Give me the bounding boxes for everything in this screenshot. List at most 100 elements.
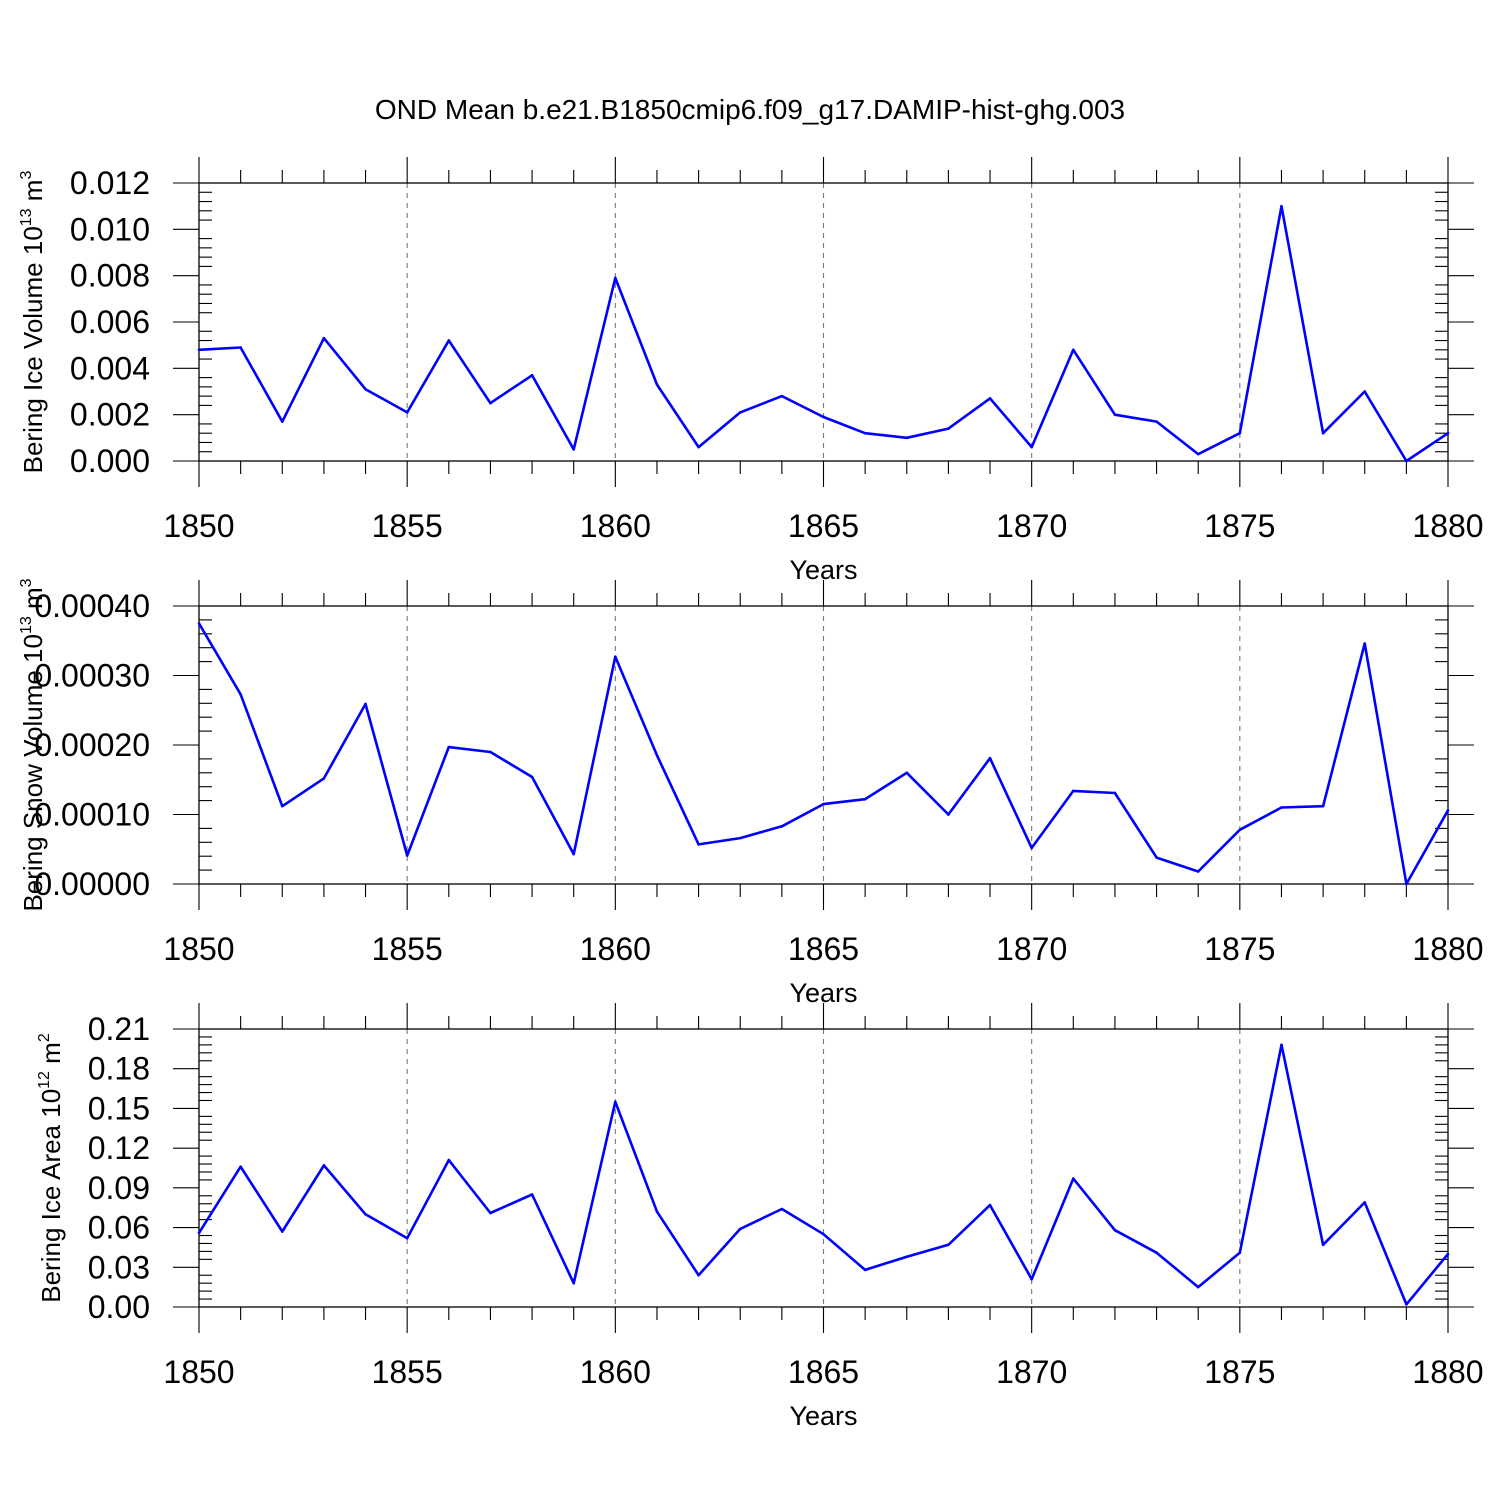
plot-frame (198, 182, 1449, 462)
x-tick-label: 1850 (163, 508, 234, 544)
data-point (239, 692, 242, 696)
data-point (655, 754, 659, 757)
data-point (697, 843, 700, 846)
data-point (239, 346, 242, 349)
data-point (530, 1193, 534, 1196)
y-tick-label: 0.006 (70, 304, 150, 340)
data-point (863, 1268, 867, 1272)
x-tick-label: 1850 (163, 1354, 234, 1390)
data-point (655, 383, 659, 386)
data-point (905, 771, 909, 775)
data-point (530, 775, 534, 779)
y-tick-label: 0.00020 (34, 727, 150, 763)
panels: 0.000 0.002 0.004 0.006 0.008 0.010 0.012 1850 1… (18, 157, 1484, 1431)
data-point (447, 745, 451, 749)
y-tick-label: 0.18 (88, 1051, 150, 1087)
data-point (1405, 882, 1408, 886)
data-point (572, 448, 575, 451)
data-point (405, 411, 409, 414)
y-tick-label: 0.09 (88, 1170, 150, 1206)
data-point (1446, 1252, 1450, 1256)
data-point (322, 777, 326, 780)
panel-2: 0.00000 0.00010 0.00020 0.00030 0.00040 1850 1… (18, 578, 1484, 1008)
data-point (947, 813, 950, 816)
data-point (530, 373, 534, 377)
data-point (1113, 1228, 1117, 1232)
y-tick-label: 0.002 (70, 397, 150, 433)
data-point (738, 1227, 742, 1231)
data-point (1030, 846, 1033, 850)
data-point (1363, 1201, 1367, 1204)
data-point (364, 387, 367, 391)
data-point (614, 1100, 617, 1104)
y-tick-label: 0.21 (88, 1011, 150, 1047)
data-point (1238, 431, 1242, 435)
plot-frame (198, 605, 1449, 885)
y-tick-label: 0.00 (88, 1289, 150, 1325)
x-tick-label: 1880 (1412, 1354, 1483, 1390)
data-point (1196, 870, 1200, 873)
data-point (447, 339, 451, 342)
data-point (738, 836, 742, 840)
data-point (197, 1231, 201, 1235)
data-point (572, 1281, 575, 1285)
x-tick-label: 1875 (1204, 1354, 1275, 1390)
data-point (1405, 1303, 1408, 1306)
data-point (364, 702, 367, 706)
data-point (1363, 390, 1367, 393)
y-tick-label: 0.00030 (34, 658, 150, 694)
series-line (197, 622, 1450, 886)
data-point (863, 431, 867, 435)
data-point (197, 348, 201, 352)
data-point (697, 445, 700, 449)
data-point (780, 825, 784, 828)
data-point (1446, 809, 1450, 812)
x-tick-label: 1860 (580, 931, 651, 967)
x-tick-label: 1880 (1412, 508, 1483, 544)
x-tick-label: 1875 (1204, 508, 1275, 544)
data-point (863, 797, 867, 801)
data-point (1280, 1043, 1283, 1047)
y-tick-label: 0.03 (88, 1249, 150, 1285)
data-point (822, 415, 825, 419)
data-point (1072, 1177, 1075, 1180)
data-point (1321, 804, 1325, 808)
data-point (614, 655, 617, 659)
data-point (1030, 445, 1033, 449)
plot-frame (198, 1028, 1449, 1308)
data-point (239, 1165, 242, 1168)
x-tick-label: 1850 (163, 931, 234, 967)
data-point (1280, 806, 1283, 809)
data-point (322, 1164, 326, 1167)
x-tick-label: 1875 (1204, 931, 1275, 967)
data-point (364, 1213, 367, 1216)
data-point (1155, 856, 1158, 859)
y-tick-label: 0.004 (70, 350, 150, 386)
x-tick-label: 1855 (372, 508, 443, 544)
x-axis-label: Years (789, 1401, 857, 1431)
x-tick-label: 1855 (372, 1354, 443, 1390)
data-point (988, 397, 992, 400)
y-tick-label: 0.00040 (34, 588, 150, 624)
panel-3: 0.00 0.030.06 0.09 0.12 0.150.18 0.21 1850 1855… (36, 1003, 1484, 1431)
y-tick-label: 0.00000 (34, 866, 150, 902)
data-point (738, 411, 742, 414)
data-point (1405, 459, 1408, 463)
data-point (1030, 1277, 1033, 1281)
figure-title: OND Mean b.e21.B1850cmip6.f09_g17.DAMIP-… (375, 94, 1125, 125)
y-tick-label: 0.06 (88, 1210, 150, 1246)
data-point (489, 1211, 492, 1215)
data-point (1196, 452, 1200, 456)
y-tick-label: 0.010 (70, 211, 150, 247)
x-tick-label: 1855 (372, 931, 443, 967)
data-point (1321, 1243, 1325, 1247)
data-point (1446, 431, 1450, 435)
y-axis-label: Bering Ice Volume 1013 m3 (18, 171, 48, 474)
data-point (988, 1203, 992, 1207)
data-point (655, 1210, 659, 1213)
x-tick-label: 1865 (788, 1354, 859, 1390)
y-axis-label: Bering Ice Area 1012 m2 (36, 1033, 66, 1303)
y-tick-label: 0.00010 (34, 797, 150, 833)
data-point (1363, 642, 1367, 645)
data-point (280, 420, 284, 423)
